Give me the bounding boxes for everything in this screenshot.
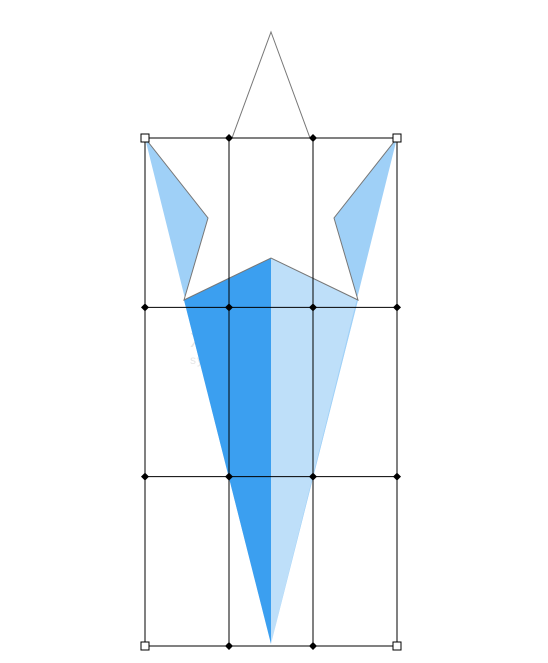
blade-mid-left[interactable] bbox=[184, 258, 271, 644]
handle-s1[interactable] bbox=[225, 642, 233, 650]
shooting-star-body[interactable] bbox=[145, 138, 397, 644]
handle-se[interactable] bbox=[393, 642, 401, 650]
handle-s2[interactable] bbox=[309, 642, 317, 650]
handle-sw[interactable] bbox=[141, 642, 149, 650]
handle-n1[interactable] bbox=[225, 134, 233, 142]
handle-ne[interactable] bbox=[393, 134, 401, 142]
blade-mid-right[interactable] bbox=[271, 258, 358, 644]
handle-w1[interactable] bbox=[141, 303, 149, 311]
handle-n2[interactable] bbox=[309, 134, 317, 142]
handle-nw[interactable] bbox=[141, 134, 149, 142]
vector-canvas[interactable] bbox=[0, 0, 548, 663]
handle-e1[interactable] bbox=[393, 303, 401, 311]
handle-w2[interactable] bbox=[141, 473, 149, 481]
handle-e2[interactable] bbox=[393, 473, 401, 481]
